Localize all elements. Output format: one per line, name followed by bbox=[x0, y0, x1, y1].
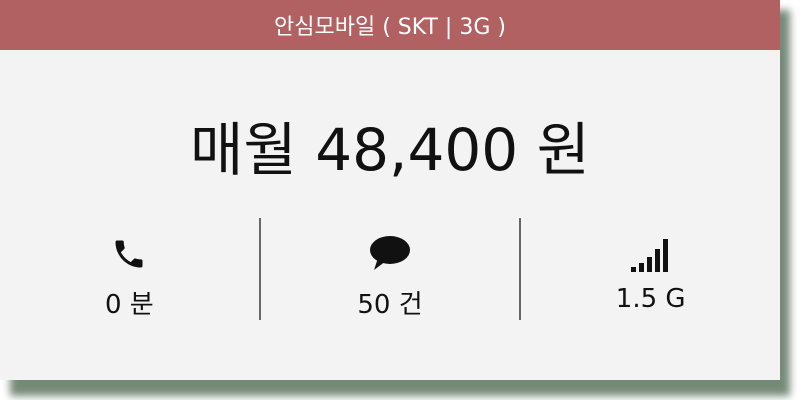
plan-stats: 0 분 50 건 1.5 bbox=[0, 218, 780, 322]
divider bbox=[519, 218, 522, 320]
plan-header: 안심모바일 ( SKT | 3G ) bbox=[0, 0, 780, 50]
phone-icon bbox=[105, 228, 153, 280]
monthly-price: 매월 48,400 원 bbox=[190, 116, 590, 184]
stat-data-label: 1.5 G bbox=[615, 284, 686, 314]
plan-card[interactable]: 안심모바일 ( SKT | 3G ) 매월 48,400 원 0 분 50 건 bbox=[0, 0, 780, 380]
signal-icon bbox=[627, 228, 675, 280]
message-icon bbox=[366, 228, 414, 280]
stat-data: 1.5 G bbox=[521, 218, 780, 322]
stat-message: 50 건 bbox=[261, 218, 520, 322]
divider bbox=[258, 218, 261, 320]
stat-call: 0 분 bbox=[0, 218, 259, 322]
plan-title: 안심모바일 ( SKT | 3G ) bbox=[274, 15, 506, 40]
stat-message-label: 50 건 bbox=[357, 290, 423, 320]
stat-call-label: 0 분 bbox=[104, 290, 154, 320]
